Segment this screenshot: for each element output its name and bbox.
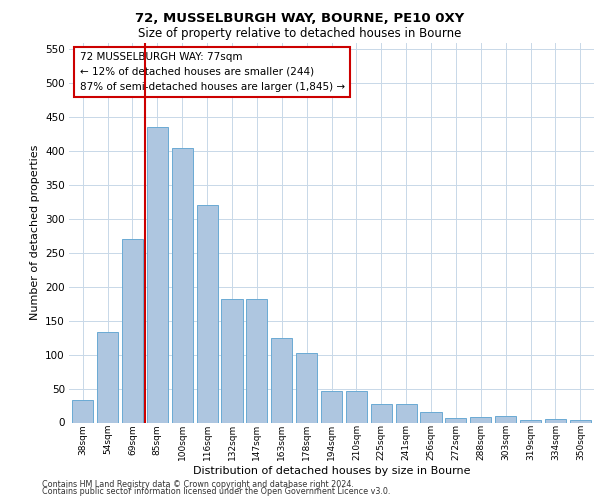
Bar xyxy=(371,404,392,422)
Bar xyxy=(72,400,93,422)
Bar xyxy=(271,338,292,422)
Bar xyxy=(445,418,466,422)
Bar xyxy=(172,148,193,422)
Bar xyxy=(296,352,317,422)
Bar xyxy=(97,332,118,422)
Bar xyxy=(520,420,541,422)
Bar xyxy=(197,206,218,422)
Text: Size of property relative to detached houses in Bourne: Size of property relative to detached ho… xyxy=(139,28,461,40)
Bar xyxy=(421,412,442,422)
Text: 72, MUSSELBURGH WAY, BOURNE, PE10 0XY: 72, MUSSELBURGH WAY, BOURNE, PE10 0XY xyxy=(136,12,464,26)
X-axis label: Distribution of detached houses by size in Bourne: Distribution of detached houses by size … xyxy=(193,466,470,476)
Bar xyxy=(495,416,516,422)
Bar xyxy=(346,392,367,422)
Text: Contains HM Land Registry data © Crown copyright and database right 2024.: Contains HM Land Registry data © Crown c… xyxy=(42,480,354,489)
Bar xyxy=(221,299,242,422)
Bar xyxy=(395,404,417,422)
Y-axis label: Number of detached properties: Number of detached properties xyxy=(29,145,40,320)
Bar xyxy=(321,392,342,422)
Bar xyxy=(147,128,168,422)
Text: 72 MUSSELBURGH WAY: 77sqm
← 12% of detached houses are smaller (244)
87% of semi: 72 MUSSELBURGH WAY: 77sqm ← 12% of detac… xyxy=(79,52,344,92)
Text: Contains public sector information licensed under the Open Government Licence v3: Contains public sector information licen… xyxy=(42,487,391,496)
Bar xyxy=(246,299,268,422)
Bar xyxy=(470,417,491,422)
Bar xyxy=(122,240,143,422)
Bar xyxy=(545,419,566,422)
Bar xyxy=(570,420,591,422)
